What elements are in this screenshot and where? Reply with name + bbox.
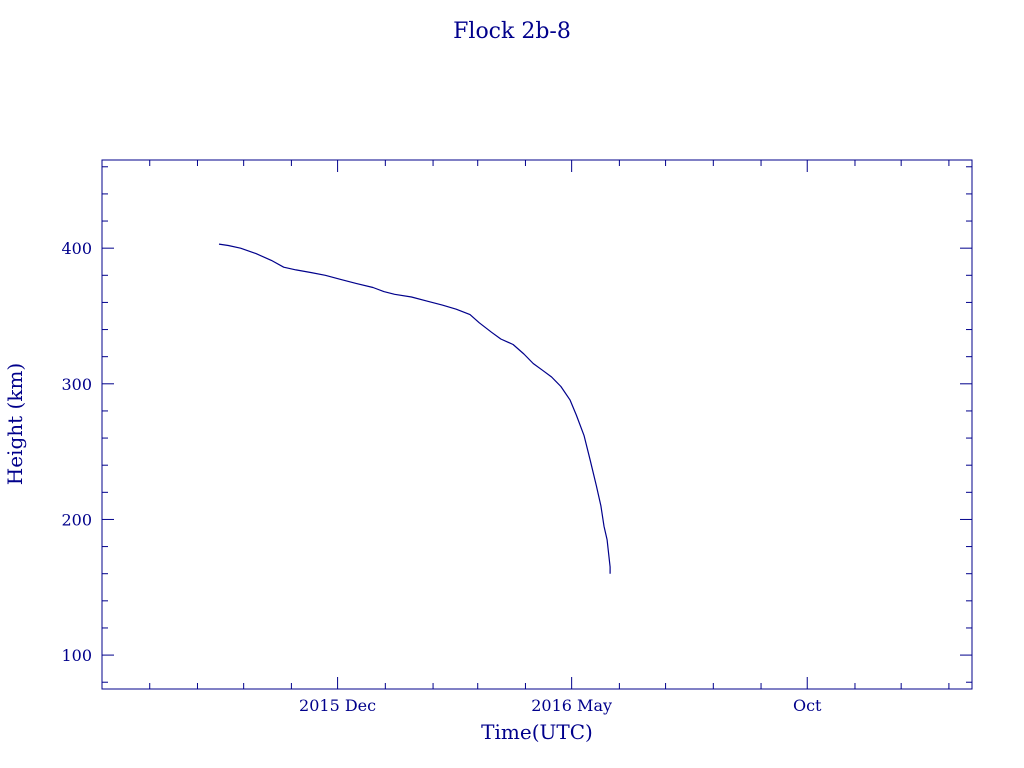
plot-frame	[101, 159, 973, 690]
x-axis-title: Time(UTC)	[481, 720, 593, 744]
series-line	[218, 243, 611, 574]
y-tick-label: 400	[61, 239, 92, 258]
y-tick-label: 100	[61, 646, 92, 665]
y-axis-title: Height (km)	[3, 363, 27, 485]
x-axis: 2015 Dec 2016 May Oct	[101, 160, 950, 715]
x-tick-label: 2015 Dec	[299, 696, 376, 715]
series-layer	[218, 243, 611, 574]
y-tick-label: 200	[61, 510, 92, 529]
x-tick-label: 2016 May	[531, 696, 612, 715]
y-axis: 100 200 300 400	[61, 166, 972, 683]
x-tick-label: Oct	[793, 696, 822, 715]
chart-title: Flock 2b-8	[453, 19, 571, 44]
y-tick-label: 300	[61, 375, 92, 394]
